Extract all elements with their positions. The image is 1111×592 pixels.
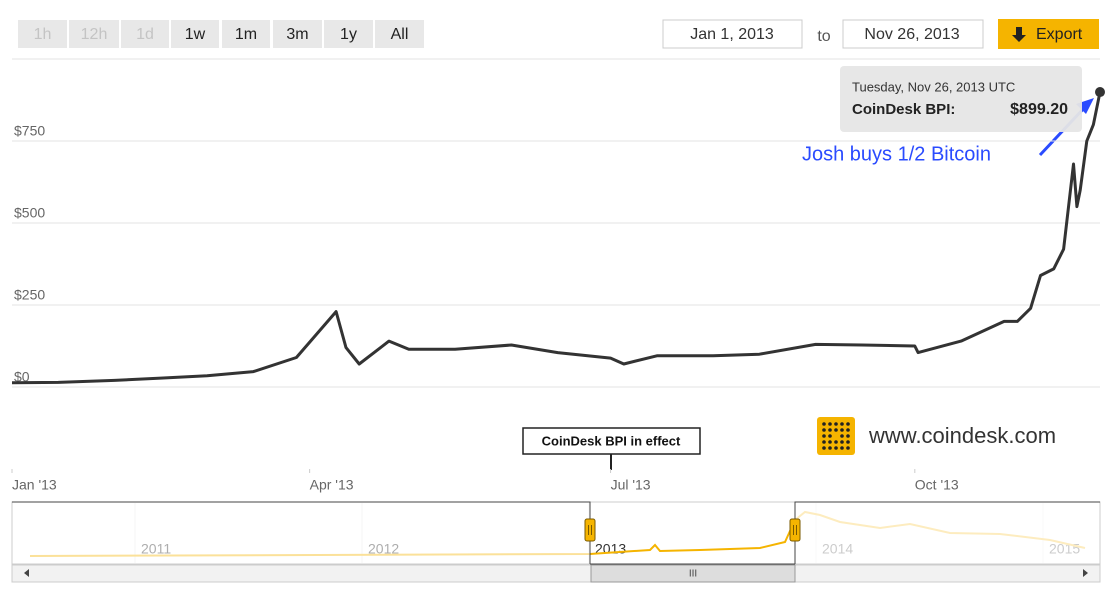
logo-dot: [834, 422, 838, 426]
handle-grip: [588, 525, 592, 535]
tooltip: [840, 66, 1082, 132]
navigator-mask-right: [795, 503, 1099, 563]
event-label: CoinDesk BPI in effect: [542, 433, 681, 448]
hover-point[interactable]: [1095, 87, 1105, 98]
range-button: [121, 20, 169, 48]
to-date[interactable]: Nov 26, 2013: [864, 26, 959, 43]
range-label: 12h: [81, 26, 108, 43]
note-arrowhead: [1076, 98, 1094, 114]
x-tick-label: Jul '13: [611, 477, 651, 493]
range-label[interactable]: 1w: [185, 26, 206, 43]
range-label[interactable]: 3m: [286, 26, 308, 43]
x-tick-label: Oct '13: [915, 477, 959, 493]
range-button: [69, 20, 119, 48]
range-label: 1h: [34, 26, 52, 43]
range-label: 1d: [136, 26, 154, 43]
navigator-window: [12, 501, 1100, 565]
scroll-right[interactable]: [1083, 569, 1088, 577]
handle-grip: [793, 525, 797, 535]
scrollbar[interactable]: [11, 564, 1101, 583]
logo-dot: [846, 434, 850, 438]
y-tick-label: $500: [14, 205, 45, 221]
range-button[interactable]: [375, 20, 424, 48]
logo-dot: [822, 422, 826, 426]
navigator-mask-left: [13, 503, 590, 563]
logo-dot: [840, 422, 844, 426]
logo-dot: [840, 434, 844, 438]
logo-dot: [840, 440, 844, 444]
y-tick-label: $250: [14, 287, 45, 303]
logo-dots: [822, 422, 850, 450]
x-tick-label: Jan '13: [12, 477, 57, 493]
logo-dot: [846, 440, 850, 444]
event-flag: [522, 427, 701, 455]
logo-dot: [822, 428, 826, 432]
logo-dot: [822, 440, 826, 444]
logo-dot: [828, 434, 832, 438]
export-label[interactable]: Export: [1036, 26, 1083, 43]
to-label: to: [817, 28, 830, 45]
logo-dot: [822, 446, 826, 450]
logo-dot: [828, 440, 832, 444]
navigator-handle[interactable]: [584, 518, 596, 542]
from-date-box[interactable]: [662, 19, 803, 49]
scroll-thumb[interactable]: [590, 564, 796, 583]
export-button[interactable]: [998, 19, 1099, 49]
range-label[interactable]: 1y: [340, 26, 357, 43]
logo-dot: [834, 428, 838, 432]
note: Josh buys 1/2 Bitcoin: [802, 143, 991, 165]
logo-dot: [846, 428, 850, 432]
tooltip-value: $899.20: [1010, 101, 1068, 118]
scroll-left[interactable]: [24, 569, 29, 577]
scroll-grip: III: [689, 569, 697, 580]
range-button[interactable]: [222, 20, 270, 48]
export-icon: [1012, 27, 1026, 42]
range-label[interactable]: 1m: [235, 26, 257, 43]
navigator-handle[interactable]: [789, 518, 801, 542]
logo-dot: [840, 446, 844, 450]
range-label[interactable]: All: [391, 26, 409, 43]
logo: [817, 417, 855, 455]
from-date[interactable]: Jan 1, 2013: [690, 26, 774, 43]
logo-dot: [834, 440, 838, 444]
to-date-box[interactable]: [842, 19, 984, 49]
logo-dot: [846, 422, 850, 426]
y-tick-label: $0: [14, 369, 30, 385]
range-button[interactable]: [171, 20, 219, 48]
logo-dot: [846, 446, 850, 450]
logo-dot: [828, 428, 832, 432]
logo-dot: [834, 446, 838, 450]
price-line: [11, 91, 1102, 385]
logo-dot: [828, 446, 832, 450]
logo-dot: [840, 428, 844, 432]
tooltip-series: CoinDesk BPI:: [852, 101, 955, 118]
range-button[interactable]: [324, 20, 373, 48]
tooltip-date: Tuesday, Nov 26, 2013 UTC: [852, 79, 1015, 94]
range-button: [18, 20, 67, 48]
source: www.coindesk.com: [868, 423, 1056, 448]
y-tick-label: $750: [14, 123, 45, 139]
logo-dot: [822, 434, 826, 438]
range-button[interactable]: [273, 20, 322, 48]
x-tick-label: Apr '13: [310, 477, 354, 493]
logo-dot: [828, 422, 832, 426]
